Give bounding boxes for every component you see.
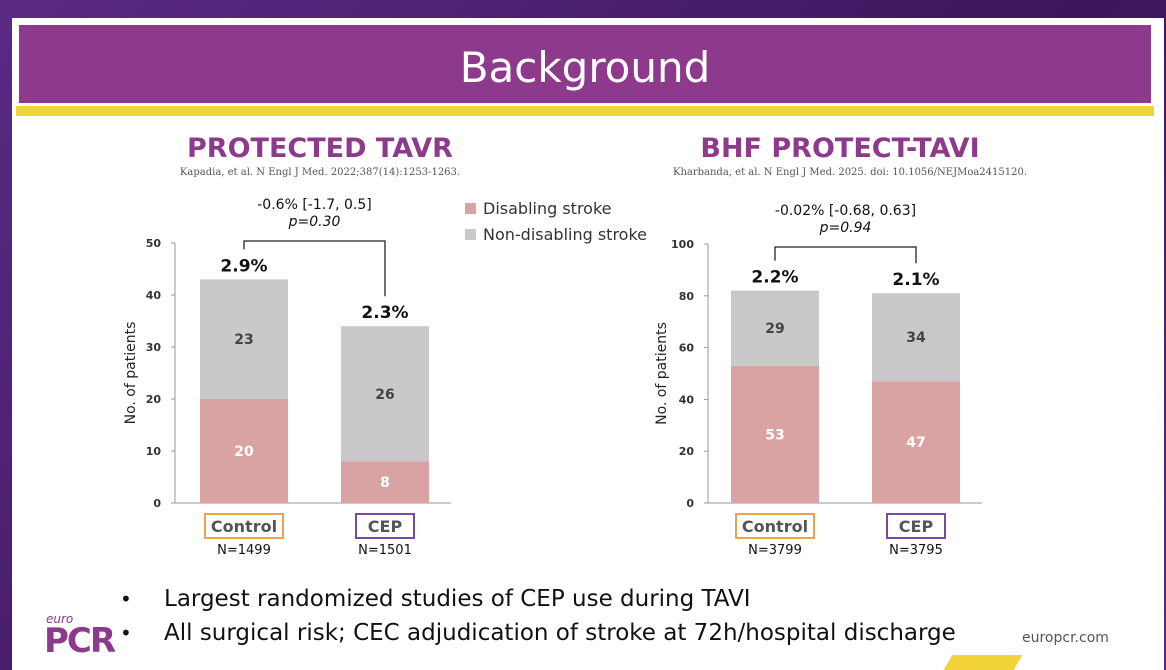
percent-label: 2.3% — [361, 303, 408, 323]
legend-item-non-disabling: Non-disabling stroke — [465, 221, 647, 247]
bar-segment — [200, 279, 288, 399]
y-tick-label: 0 — [686, 497, 694, 510]
percent-label: 2.1% — [892, 270, 939, 290]
bar-segment — [872, 381, 960, 503]
bar-segment — [200, 399, 288, 503]
y-tick-label: 10 — [146, 445, 162, 458]
footer-url: europcr.com — [1022, 630, 1109, 646]
bullet-list: • Largest randomized studies of CEP use … — [120, 582, 956, 650]
n-label: N=3799 — [748, 543, 802, 558]
category-box — [886, 513, 946, 539]
y-tick-label: 20 — [146, 393, 162, 406]
logo-small-text: euro — [46, 612, 74, 626]
chart1-title: PROTECTED TAVR — [187, 133, 453, 164]
chart1-citation: Kapadia, et al. N Engl J Med. 2022;387(1… — [179, 167, 461, 178]
bullet-item: • Largest randomized studies of CEP use … — [120, 582, 956, 616]
category-box — [355, 513, 415, 539]
bar-segment — [341, 461, 429, 503]
bullet-dot: • — [120, 621, 132, 645]
bar-segment — [341, 326, 429, 462]
category-label: CEP — [899, 517, 934, 536]
bar-segment — [731, 290, 819, 366]
europcr-logo: euro PCR — [44, 612, 116, 658]
logo-big-text: PCR — [44, 621, 116, 661]
y-tick-label: 40 — [679, 393, 695, 406]
bar-value-label: 34 — [906, 330, 926, 346]
legend-item-disabling: Disabling stroke — [465, 195, 647, 221]
bar-value-label: 8 — [380, 475, 390, 491]
bar-value-label: 20 — [234, 444, 254, 460]
y-axis-label: No. of patients — [123, 322, 139, 425]
chart2-citation: Kharbanda, et al. N Engl J Med. 2025. do… — [672, 167, 1028, 178]
effect-annotation: -0.02% [-0.68, 0.63] — [775, 203, 916, 219]
bar-value-label: 26 — [375, 387, 394, 403]
legend-swatch-non-disabling — [465, 228, 476, 240]
chart2-title: BHF PROTECT-TAVI — [700, 133, 980, 164]
n-label: N=3795 — [889, 543, 943, 558]
y-tick-label: 30 — [146, 341, 162, 354]
bullet-dot: • — [120, 587, 132, 611]
slide-title: Background — [459, 43, 711, 92]
bar-segment — [872, 293, 960, 382]
legend-label-non-disabling: Non-disabling stroke — [483, 224, 648, 244]
category-label: Control — [742, 517, 808, 536]
percent-label: 2.2% — [751, 268, 798, 288]
n-label: N=1501 — [358, 543, 412, 558]
bar-value-label: 23 — [234, 332, 253, 348]
p-value-annotation: p=0.30 — [288, 214, 341, 230]
category-box — [735, 513, 815, 539]
category-label: CEP — [368, 517, 403, 536]
y-tick-label: 80 — [679, 290, 695, 303]
significance-bracket — [243, 240, 386, 297]
title-bar: Background — [16, 22, 1154, 106]
y-tick-label: 50 — [146, 237, 162, 250]
category-label: Control — [211, 517, 277, 536]
bar-value-label: 47 — [906, 435, 925, 451]
percent-label: 2.9% — [220, 256, 267, 276]
bar-segment — [731, 365, 819, 503]
bullet-text: All surgical risk; CEC adjudication of s… — [164, 620, 956, 646]
y-axis-label: No. of patients — [654, 322, 670, 425]
corner-accent — [943, 655, 1023, 670]
y-tick-label: 100 — [671, 238, 694, 251]
y-tick-label: 60 — [679, 342, 695, 355]
n-label: N=1499 — [217, 543, 271, 558]
category-box — [204, 513, 284, 539]
effect-annotation: -0.6% [-1.7, 0.5] — [257, 197, 371, 213]
bullet-item: • All surgical risk; CEC adjudication of… — [120, 616, 956, 650]
title-underline — [16, 106, 1154, 116]
y-tick-label: 40 — [146, 289, 162, 302]
legend-label-disabling: Disabling stroke — [483, 198, 612, 218]
bar-value-label: 29 — [765, 321, 784, 337]
bar-value-label: 53 — [765, 427, 784, 443]
chart-legend: Disabling stroke Non-disabling stroke — [465, 195, 647, 247]
bullet-text: Largest randomized studies of CEP use du… — [164, 586, 751, 612]
legend-swatch-disabling — [465, 202, 476, 214]
significance-bracket — [774, 246, 917, 264]
y-tick-label: 20 — [679, 445, 695, 458]
p-value-annotation: p=0.94 — [819, 220, 872, 236]
y-tick-label: 0 — [153, 497, 161, 510]
